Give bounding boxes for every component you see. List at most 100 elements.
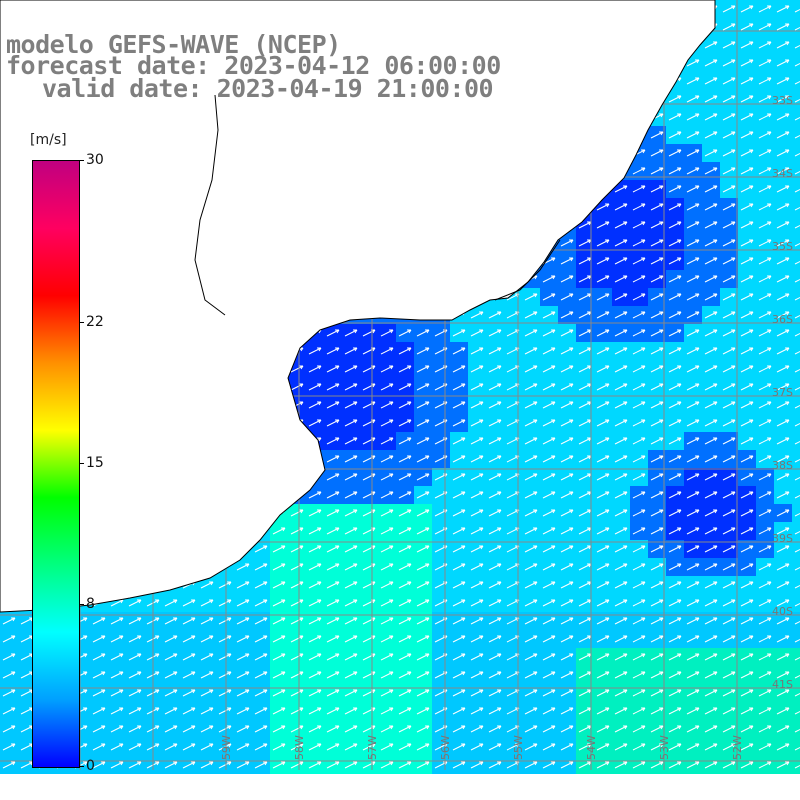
wind-arrow: [758, 239, 772, 247]
wind-arrow: [668, 149, 682, 157]
wind-arrow: [740, 149, 754, 157]
wind-arrow: [758, 203, 772, 211]
wind-arrow: [668, 131, 682, 139]
wind-arrow: [794, 116, 800, 121]
wind-arrow: [776, 113, 790, 121]
wind-arrow: [668, 203, 682, 211]
wind-arrow: [668, 167, 682, 175]
longitude-label: 52W: [731, 735, 744, 760]
wind-arrow: [776, 23, 790, 31]
wind-arrow: [560, 239, 574, 247]
wind-arrow: [758, 95, 772, 103]
latitude-label: 40S: [772, 605, 793, 618]
longitude-label: 53W: [658, 735, 671, 760]
wind-arrow: [758, 131, 772, 139]
wind-arrow: [722, 5, 736, 13]
wind-arrow: [614, 185, 628, 193]
field-cell: [792, 108, 800, 126]
wind-arrow: [704, 131, 718, 139]
field-cell: [792, 126, 800, 144]
wind-arrow: [758, 149, 772, 157]
latitude-label: 36S: [772, 313, 793, 326]
wind-arrow: [668, 185, 682, 193]
wind-arrow: [614, 221, 628, 229]
wind-arrow: [776, 239, 790, 247]
colorbar-tick-mark: [79, 160, 84, 161]
latitude-label: 37S: [772, 386, 793, 399]
field-cell: [792, 144, 800, 162]
field-cell: [792, 684, 800, 702]
field-cell: [792, 666, 800, 684]
wind-arrow: [722, 167, 736, 175]
wind-arrow: [758, 113, 772, 121]
field-cell: [792, 432, 800, 450]
wind-arrow: [758, 167, 772, 175]
wind-arrow: [686, 167, 700, 175]
wind-arrow: [740, 23, 754, 31]
longitude-label: 58W: [293, 735, 306, 760]
colorbar: [32, 160, 80, 768]
latitude-label: 39S: [772, 532, 793, 545]
wind-arrow: [650, 239, 664, 247]
wind-arrow: [704, 149, 718, 157]
wind-arrow: [722, 203, 736, 211]
field-cell: [792, 738, 800, 756]
wind-arrow: [722, 41, 736, 49]
wind-arrow: [686, 221, 700, 229]
wind-arrow: [740, 41, 754, 49]
field-cell: [792, 234, 800, 252]
wind-arrow: [650, 185, 664, 193]
colorbar-tick-label: 30: [86, 152, 104, 168]
wind-arrow: [776, 59, 790, 67]
wind-arrow: [776, 149, 790, 157]
wind-arrow: [596, 203, 610, 211]
wind-arrow: [776, 167, 790, 175]
wind-arrow: [632, 203, 646, 211]
colorbar-tick-mark: [79, 463, 84, 464]
wind-arrow: [794, 98, 800, 103]
field-cell: [792, 414, 800, 432]
wind-arrow: [776, 131, 790, 139]
longitude-label: 55W: [512, 735, 525, 760]
wind-arrow: [704, 239, 718, 247]
field-cell: [792, 180, 800, 198]
wind-arrow: [740, 113, 754, 121]
wind-arrow: [740, 5, 754, 13]
field-cell: [792, 162, 800, 180]
longitude-label: 57W: [366, 735, 379, 760]
wind-arrow: [596, 221, 610, 229]
wind-arrow: [740, 185, 754, 193]
field-cell: [792, 396, 800, 414]
colorbar-tick-label: 8: [86, 596, 95, 613]
longitude-label: 59W: [220, 735, 233, 760]
wind-arrow: [722, 23, 736, 31]
wind-arrow: [686, 203, 700, 211]
latitude-label: 34S: [772, 167, 793, 180]
wind-arrow: [686, 131, 700, 139]
wind-arrow: [758, 23, 772, 31]
field-cell: [792, 756, 800, 774]
wind-arrow: [794, 188, 800, 193]
wind-arrow: [776, 95, 790, 103]
wind-arrow: [740, 131, 754, 139]
field-cell: [792, 450, 800, 468]
field-cell: [792, 18, 800, 36]
wind-arrow: [740, 203, 754, 211]
wind-arrow: [794, 224, 800, 229]
field-cell: [792, 486, 800, 504]
field-cell: [792, 216, 800, 234]
field-cell: [792, 342, 800, 360]
wind-arrow: [722, 113, 736, 121]
wind-arrow: [632, 167, 646, 175]
wind-arrow: [686, 239, 700, 247]
field-cell: [792, 720, 800, 738]
wind-arrow: [758, 77, 772, 85]
field-cell: [792, 54, 800, 72]
field-cell: [792, 378, 800, 396]
wind-arrow: [740, 77, 754, 85]
latitude-label: 35S: [772, 240, 793, 253]
wind-arrow: [650, 203, 664, 211]
colorbar-tick-mark: [79, 604, 84, 606]
field-cell: [792, 702, 800, 720]
